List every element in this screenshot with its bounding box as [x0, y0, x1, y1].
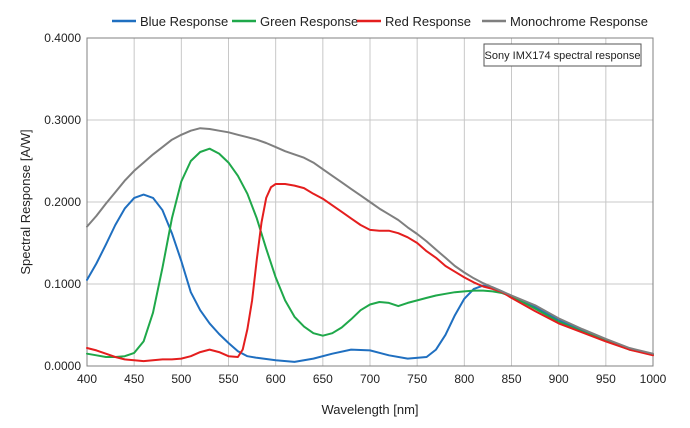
x-tick-label: 550 [218, 372, 238, 386]
y-axis-title: Spectral Response [A/W] [18, 129, 33, 274]
chart-legend: Blue Response Green Response Red Response M… [112, 14, 648, 29]
y-tick-label: 0.1000 [44, 277, 81, 291]
series-line-red-response [86, 183, 654, 363]
y-axis-tick-labels: 0.0000 0.1000 0.2000 0.3000 0.4000 [44, 31, 81, 373]
y-tick-label: 0.4000 [44, 31, 81, 45]
x-tick-label: 500 [171, 372, 191, 386]
x-tick-label: 400 [77, 372, 97, 386]
annotation-text: Sony IMX174 spectral response [485, 50, 641, 62]
y-tick-label: 0.2000 [44, 195, 81, 209]
x-tick-label: 650 [313, 372, 333, 386]
series-line-green-response [86, 147, 654, 358]
legend-item-monochrome-response: Monochrome Response [482, 14, 648, 29]
series-line-monochrome-response [86, 127, 654, 355]
y-tick-label: 0.0000 [44, 359, 81, 373]
series-layer [86, 127, 654, 363]
x-tick-label: 1000 [640, 372, 667, 386]
x-axis-title: Wavelength [nm] [321, 402, 418, 417]
x-tick-label: 700 [360, 372, 380, 386]
x-tick-label: 950 [596, 372, 616, 386]
legend-item-blue-response: Blue Response [112, 14, 228, 29]
x-tick-label: 600 [266, 372, 286, 386]
plot-area-frame [86, 37, 654, 367]
legend-label: Blue Response [140, 14, 228, 29]
x-tick-label: 800 [454, 372, 474, 386]
legend-label: Monochrome Response [510, 14, 648, 29]
x-tick-label: 850 [501, 372, 521, 386]
legend-item-green-response: Green Response [232, 14, 358, 29]
annotation-box: Sony IMX174 spectral response [483, 43, 642, 67]
legend-label: Red Response [385, 14, 471, 29]
legend-label: Green Response [260, 14, 358, 29]
x-axis-tick-labels: 400 450 500 550 600 650 700 750 800 850 900 950 1000 [77, 372, 667, 386]
legend-item-red-response: Red Response [357, 14, 471, 29]
y-tick-label: 0.3000 [44, 113, 81, 127]
x-tick-label: 450 [124, 372, 144, 386]
x-tick-label: 900 [549, 372, 569, 386]
x-tick-label: 750 [407, 372, 427, 386]
